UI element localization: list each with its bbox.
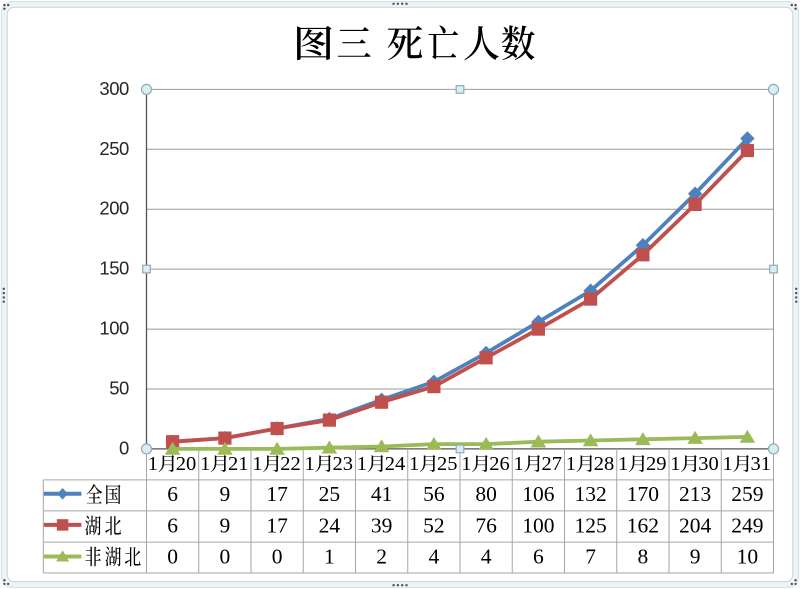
svg-text:31: 31 — [751, 453, 772, 475]
svg-text:1: 1 — [324, 544, 335, 568]
svg-text:1: 1 — [148, 453, 158, 475]
svg-text:125: 125 — [574, 513, 606, 537]
svg-text:0: 0 — [167, 544, 178, 568]
svg-text:20: 20 — [176, 453, 197, 475]
svg-text:1: 1 — [200, 453, 210, 475]
svg-text:28: 28 — [594, 453, 615, 475]
svg-text:1: 1 — [566, 453, 576, 475]
svg-text:0: 0 — [272, 544, 283, 568]
svg-text:8: 8 — [638, 544, 649, 568]
svg-text:39: 39 — [371, 513, 393, 537]
svg-text:22: 22 — [280, 453, 301, 475]
svg-text:1: 1 — [357, 453, 367, 475]
svg-text:170: 170 — [627, 482, 659, 506]
svg-text:162: 162 — [627, 513, 659, 537]
svg-text:100: 100 — [522, 513, 554, 537]
svg-text:24: 24 — [385, 453, 406, 475]
svg-text:10: 10 — [737, 544, 759, 568]
svg-text:213: 213 — [679, 482, 711, 506]
svg-text:0: 0 — [220, 544, 231, 568]
svg-text:4: 4 — [481, 544, 492, 568]
svg-text:80: 80 — [475, 482, 497, 506]
svg-text:204: 204 — [679, 513, 712, 537]
svg-text:1: 1 — [252, 453, 262, 475]
svg-text:259: 259 — [731, 482, 763, 506]
svg-text:41: 41 — [371, 482, 393, 506]
svg-text:9: 9 — [220, 482, 231, 506]
svg-text:56: 56 — [423, 482, 445, 506]
svg-text:1: 1 — [513, 453, 523, 475]
svg-text:300: 300 — [99, 78, 129, 99]
svg-text:1: 1 — [618, 453, 628, 475]
svg-text:1: 1 — [670, 453, 680, 475]
svg-text:6: 6 — [533, 544, 544, 568]
svg-text:6: 6 — [167, 513, 178, 537]
svg-text:9: 9 — [690, 544, 701, 568]
svg-text:250: 250 — [99, 138, 129, 159]
svg-text:26: 26 — [489, 453, 510, 475]
svg-text:7: 7 — [585, 544, 596, 568]
svg-text:150: 150 — [99, 258, 129, 279]
svg-text:30: 30 — [698, 453, 719, 475]
svg-text:1: 1 — [304, 453, 314, 475]
svg-text:0: 0 — [119, 437, 129, 458]
svg-text:25: 25 — [319, 482, 341, 506]
svg-text:21: 21 — [228, 453, 249, 475]
svg-text:132: 132 — [574, 482, 606, 506]
svg-text:4: 4 — [429, 544, 440, 568]
svg-text:52: 52 — [423, 513, 445, 537]
svg-text:200: 200 — [99, 198, 129, 219]
svg-text:9: 9 — [220, 513, 231, 537]
svg-text:1: 1 — [722, 453, 732, 475]
svg-text:17: 17 — [266, 513, 288, 537]
svg-text:27: 27 — [542, 453, 563, 475]
svg-text:25: 25 — [437, 453, 458, 475]
svg-text:29: 29 — [646, 453, 667, 475]
svg-text:17: 17 — [266, 482, 288, 506]
svg-text:1: 1 — [461, 453, 471, 475]
svg-text:50: 50 — [109, 378, 129, 399]
svg-text:23: 23 — [333, 453, 354, 475]
svg-text:24: 24 — [319, 513, 341, 537]
svg-text:106: 106 — [522, 482, 555, 506]
svg-text:6: 6 — [167, 482, 178, 506]
svg-text:76: 76 — [475, 513, 497, 537]
svg-text:100: 100 — [99, 318, 129, 339]
svg-text:2: 2 — [376, 544, 387, 568]
svg-text:249: 249 — [731, 513, 763, 537]
svg-text:1: 1 — [409, 453, 419, 475]
